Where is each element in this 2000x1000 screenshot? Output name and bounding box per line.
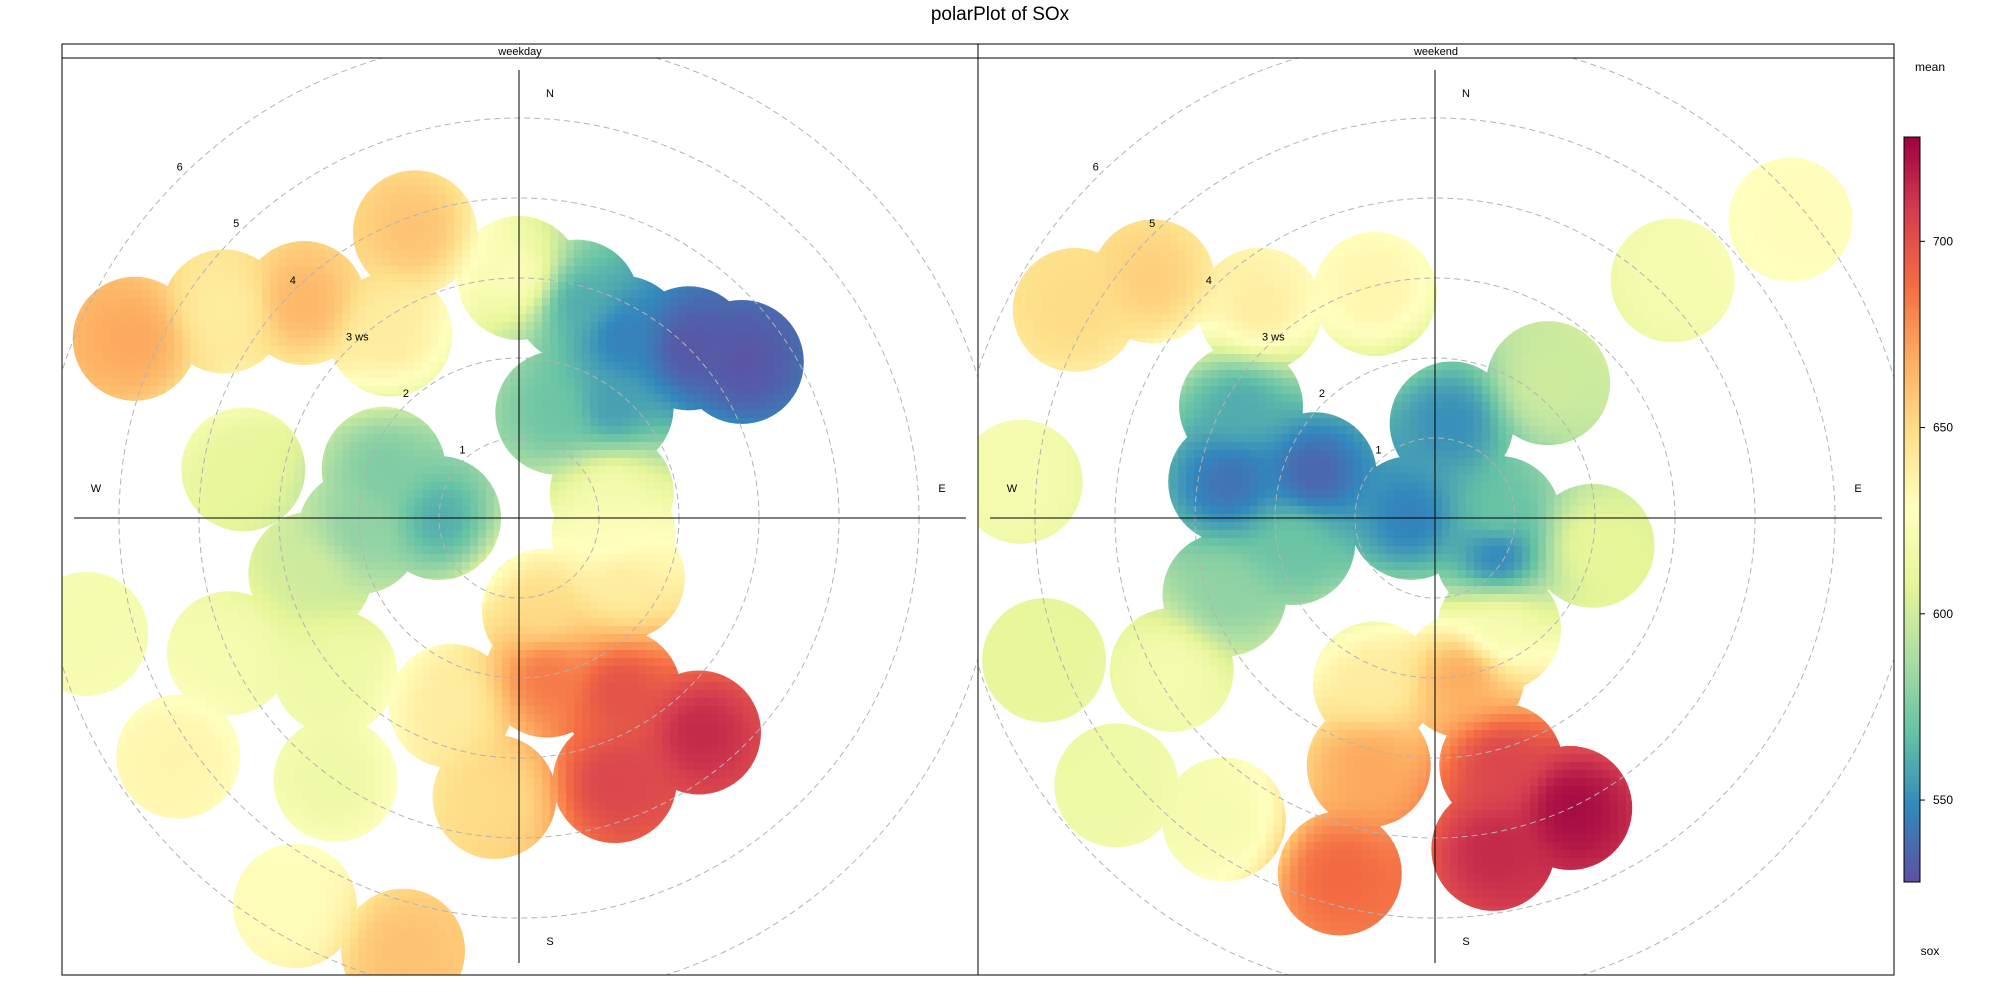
ring-label: 3 ws (1262, 331, 1285, 343)
compass-label-n: N (546, 88, 554, 100)
compass-label-w: W (91, 483, 102, 495)
colorbar-title: mean (1915, 60, 1945, 74)
ring-label: 4 (290, 275, 296, 287)
compass-label-w: W (1007, 483, 1018, 495)
strip-label: weekday (497, 46, 542, 58)
strip-label: weekend (1413, 46, 1458, 58)
ring-label: 3 ws (346, 331, 369, 343)
compass-label-s: S (546, 936, 553, 948)
colorbar: 550 600 650 700 mean sox (1903, 60, 1953, 958)
colorbar-tick-label: 550 (1933, 793, 1953, 807)
ring-label: 1 (459, 444, 465, 456)
chart-title: polarPlot of SOx (930, 4, 1070, 25)
colorbar-tick-label: 600 (1933, 607, 1953, 621)
panel-border (977, 43, 1895, 976)
colorbar-scale (1903, 136, 1921, 883)
compass-label-s: S (1462, 936, 1469, 948)
ring-label: 1 (1375, 444, 1381, 456)
ring-label: 2 (403, 388, 409, 400)
ring-label: 5 (233, 218, 239, 230)
surface-weekend (978, 157, 1853, 936)
surface-weekday (62, 170, 804, 975)
colorbar-variable: sox (1921, 944, 1940, 958)
colorbar-tick-label: 700 (1933, 234, 1953, 248)
ring-label: 6 (1093, 162, 1099, 174)
ring-label: 4 (1206, 275, 1212, 287)
compass-label-n: N (1462, 88, 1470, 100)
ring-label: 5 (1149, 218, 1155, 230)
ring-label: 2 (1319, 388, 1325, 400)
compass-label-e: E (938, 483, 945, 495)
compass-label-e: E (1854, 483, 1861, 495)
colorbar-tick-label: 650 (1933, 421, 1953, 435)
ring-label: 6 (177, 162, 183, 174)
